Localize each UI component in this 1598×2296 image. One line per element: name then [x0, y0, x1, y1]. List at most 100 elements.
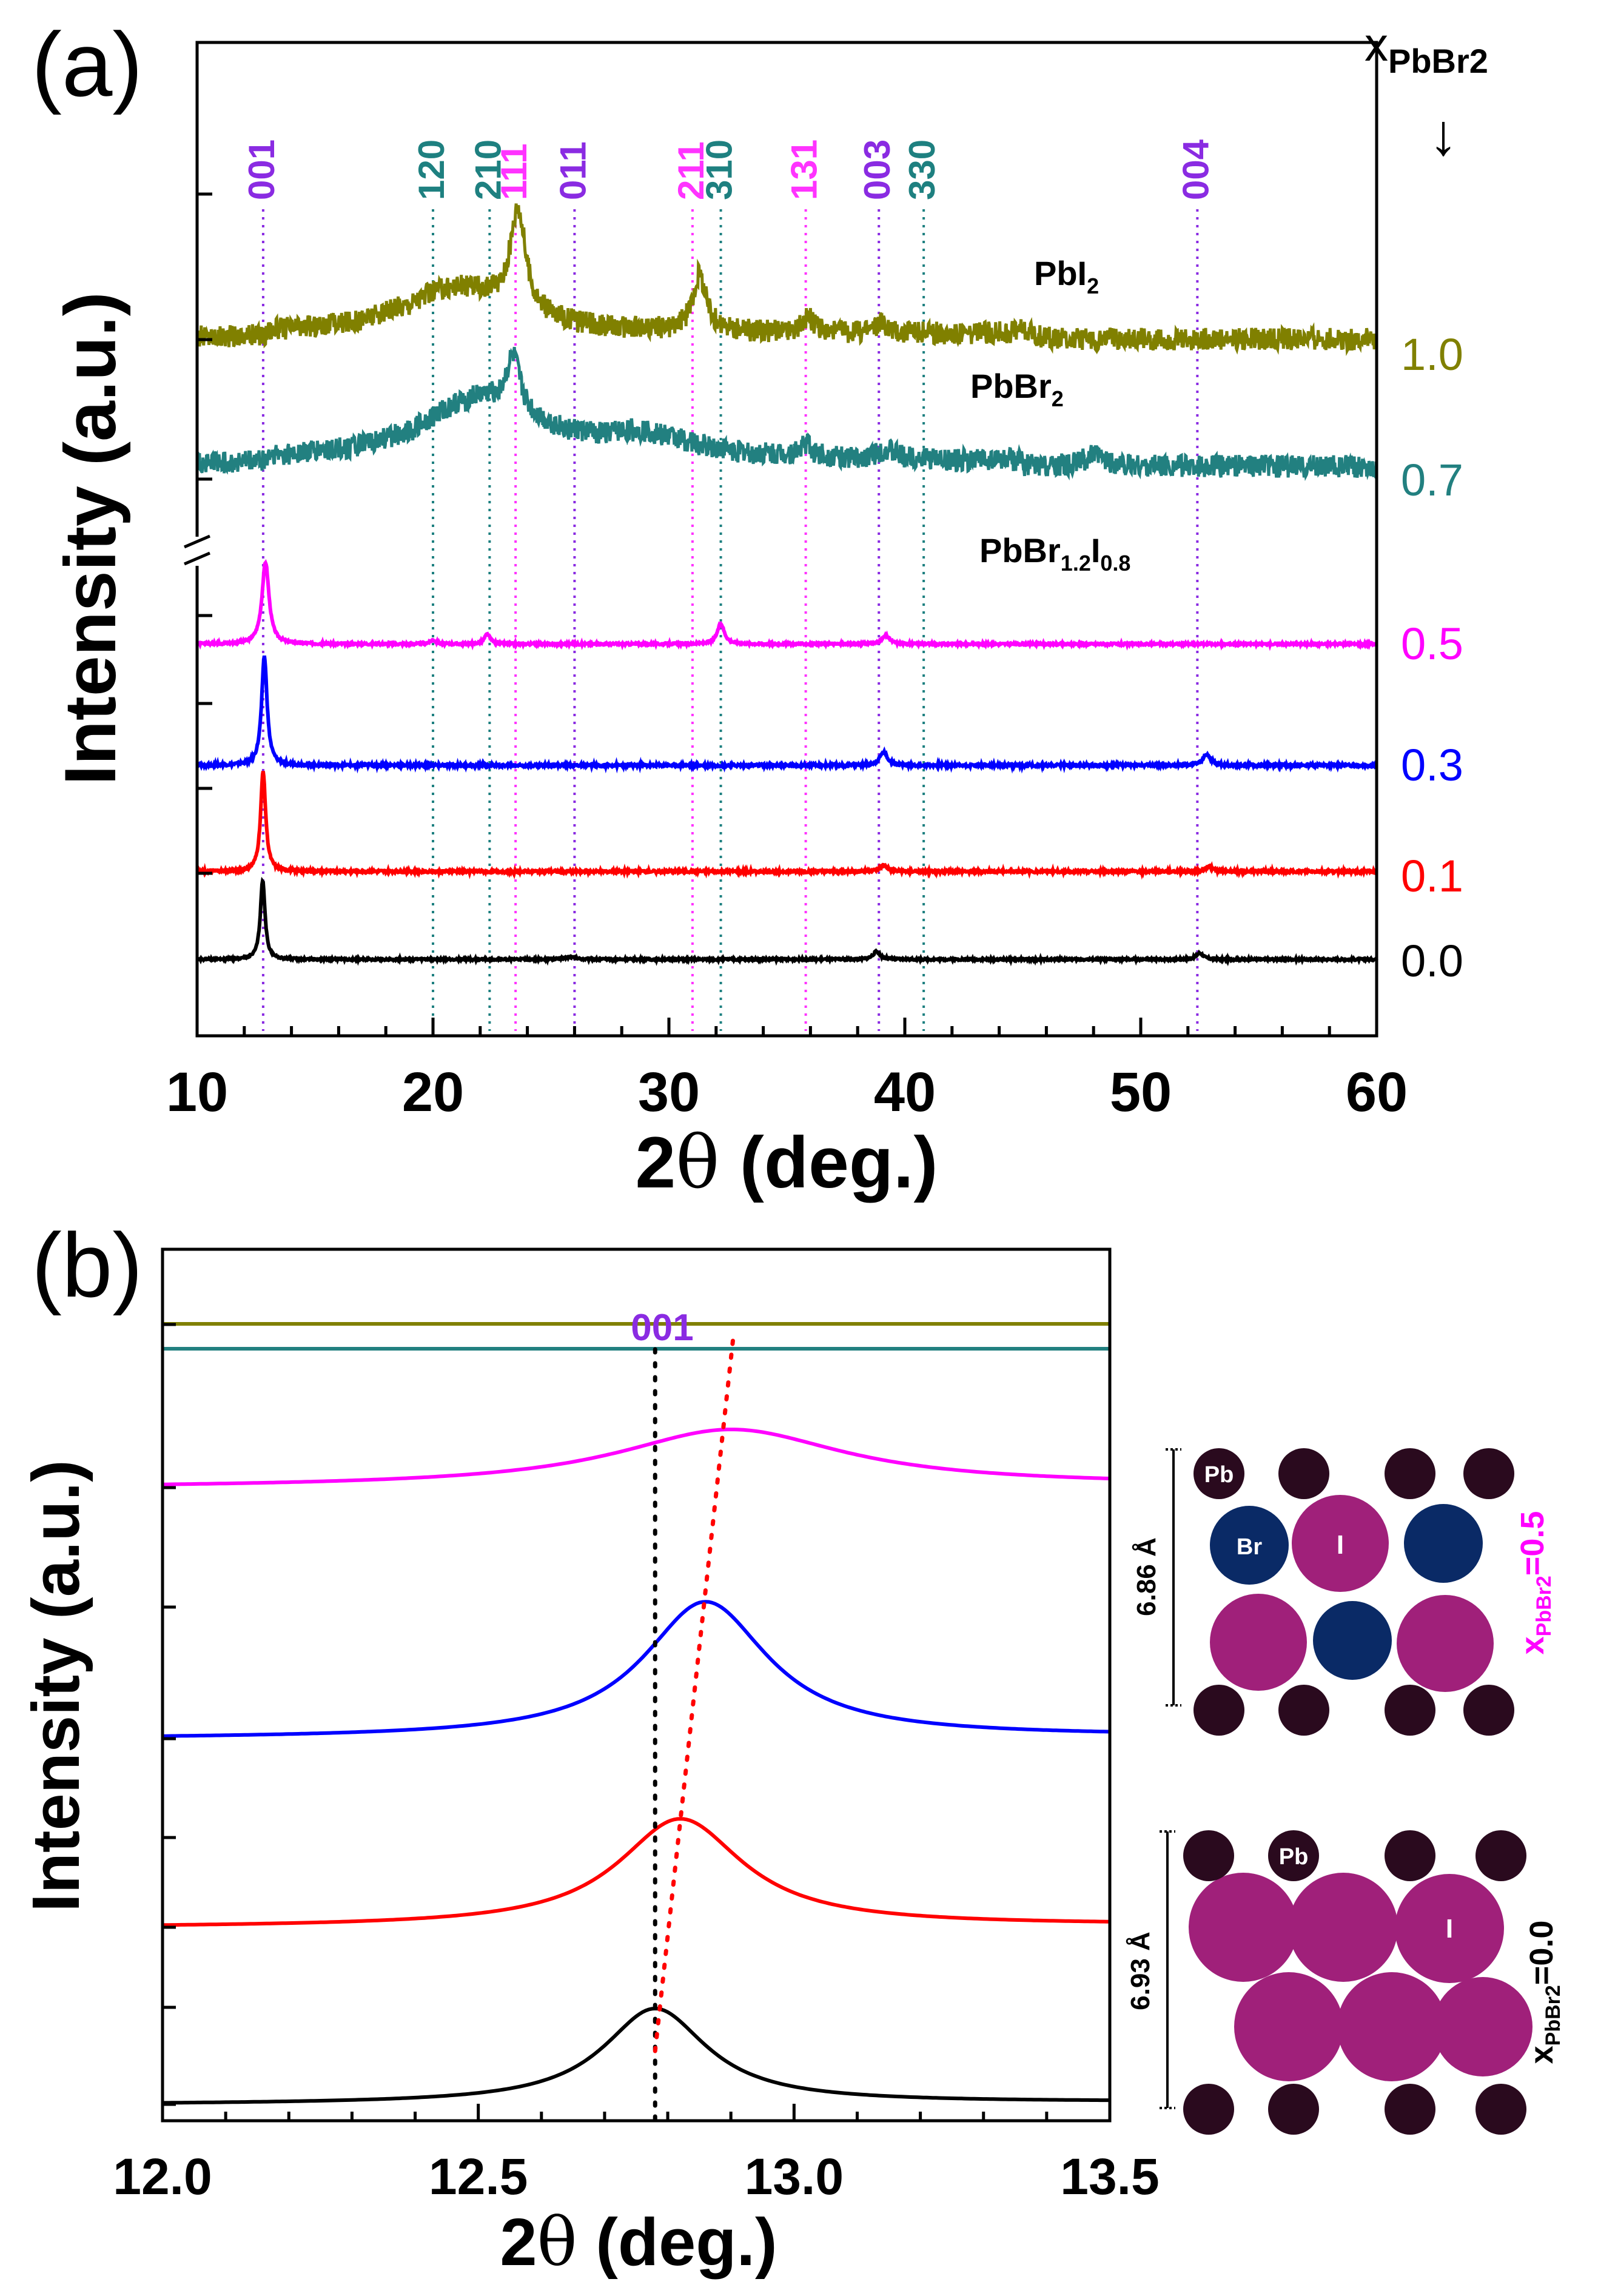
panel-b-y-axis-label: Intensity (a.u.) [19, 1460, 93, 1912]
pb-atom [1278, 1448, 1329, 1499]
pb-atom [1385, 1830, 1435, 1881]
hkl-label-004: 004 [1175, 139, 1216, 200]
structure-xpbbr2-0.5: 6.86 Å Pb Br I xPbBr2=0.5 [1132, 1448, 1556, 1736]
panel-b-xlabel-prefix: 2 [500, 2205, 537, 2280]
panel-a-xlabel-prefix: 2 [636, 1122, 676, 1203]
hkl-label-120: 120 [411, 139, 452, 200]
b-series-line-3 [163, 1600, 1110, 1738]
hkl-label-211: 211 [671, 141, 711, 200]
panel-b-peak-label: 001 [631, 1307, 693, 1349]
series-line-0.3 [195, 655, 1378, 774]
comp-bottom-base: x [1523, 2046, 1560, 2064]
series-label-0.1: 0.1 [1401, 851, 1463, 901]
peak-shift-trend-line [653, 1329, 736, 2053]
panel-b-xlabel-suffix: (deg.) [577, 2205, 777, 2280]
pb-atom [1385, 2084, 1435, 2135]
pb-atom [1193, 1448, 1244, 1499]
legend-mixed-sub2: 0.8 [1100, 551, 1130, 576]
spacing-label-top: 6.86 Å [1132, 1537, 1161, 1616]
pb-atom [1475, 1830, 1526, 1881]
x-tick-label: 50 [1110, 1061, 1172, 1123]
legend-mixed-sub1: 1.2 [1061, 551, 1091, 576]
legend-pbi2-base: PbI [1034, 254, 1087, 292]
panel-b-y-ticks [163, 1323, 176, 2106]
hkl-label-210: 210 [468, 139, 508, 200]
hkl-label-131: 131 [784, 139, 825, 200]
b-series-line-4 [162, 1817, 1110, 1927]
i-atom [1433, 1977, 1533, 2076]
panel-b-plot-frame [161, 1247, 1112, 2123]
i-atom [1292, 1495, 1389, 1592]
pb-atom [1183, 2084, 1234, 2135]
comp-top-val: =0.5 [1514, 1511, 1551, 1576]
hkl-label-111: 111 [494, 144, 534, 201]
b-x-tick-label: 12.0 [113, 2148, 212, 2205]
hkl-label-310: 310 [699, 139, 740, 200]
pb-atom [1385, 1448, 1435, 1499]
comp-top-sub: PbBr2 [1533, 1576, 1556, 1636]
series-line-0.0 [196, 876, 1378, 967]
panel-a-xlabel-suffix: (deg.) [720, 1122, 938, 1203]
composition-x-sub: PbBr2 [1388, 42, 1488, 80]
x-tick-label: 40 [874, 1061, 936, 1123]
pb-atom [1268, 2084, 1319, 2135]
hkl-label-330: 330 [902, 139, 942, 200]
i-atom [1189, 1873, 1298, 1982]
pb-atom [1278, 1685, 1329, 1736]
legend-mixed-base1: PbBr [979, 531, 1061, 569]
comp-top-base: x [1514, 1636, 1551, 1654]
i-atom [1337, 1972, 1446, 2081]
series-line-1.0 [195, 203, 1378, 357]
panel-b-guides [653, 1329, 736, 2123]
panel-a-axis-break [182, 534, 212, 566]
structure-xpbbr2-0.0: 6.93 Å Pb I xPbBr2=0.0 [1126, 1830, 1565, 2135]
legend-pbbr2: PbBr2 [970, 367, 1064, 411]
panel-a-reflection-lines [261, 209, 1199, 1031]
pb-label: Pb [1279, 1844, 1309, 1870]
series-label-0.3: 0.3 [1401, 740, 1463, 790]
x-tick-label: 20 [402, 1061, 464, 1123]
i-atom [1210, 1594, 1307, 1691]
legend-pbbr2-base: PbBr [970, 367, 1052, 405]
panel-a-label: (a) [32, 13, 143, 115]
i-atom [1234, 1972, 1343, 2081]
panel-a-composition-header: xPbBr2 [1365, 18, 1488, 80]
x-tick-label: 10 [166, 1061, 228, 1123]
b-series-line-2 [163, 1428, 1110, 1486]
series-label-1.0: 1.0 [1401, 329, 1463, 380]
composition-x-base: x [1365, 18, 1388, 71]
br-atom [1313, 1601, 1392, 1680]
b-series-line-5 [162, 2006, 1110, 2105]
i-atom [1397, 1595, 1494, 1692]
composition-label-top: xPbBr2=0.5 [1514, 1511, 1556, 1655]
pb-atom [1463, 1685, 1514, 1736]
panel-a-series [195, 203, 1378, 967]
panel-a-xlabel-theta: θ [676, 1121, 719, 1205]
hkl-label-001: 001 [241, 139, 282, 200]
panel-a-x-axis-label: 2θ (deg.) [636, 1121, 938, 1205]
hkl-label-003: 003 [857, 139, 898, 200]
series-line-0.7 [195, 346, 1378, 482]
br-label: Br [1237, 1534, 1262, 1560]
panel-b-x-axis-label: 2θ (deg.) [500, 2203, 777, 2281]
panel-b-label: (b) [32, 1214, 143, 1316]
br-atom [1210, 1506, 1289, 1585]
i-label: I [1446, 1914, 1453, 1944]
b-x-tick-label: 12.5 [429, 2148, 528, 2205]
legend-pbi2: PbI2 [1034, 254, 1099, 298]
pb-atom [1475, 2084, 1526, 2135]
pb-label: Pb [1204, 1462, 1234, 1488]
panel-b-series [162, 1322, 1110, 2105]
panel-a-x-ticks: 10 20 30 40 50 60 [166, 1018, 1408, 1123]
panel-b-x-ticks: 12.0 12.5 13.0 13.5 [113, 2104, 1160, 2205]
series-line-0.5 [196, 559, 1377, 651]
panel-a-series-labels: 1.0 0.7 0.5 0.3 0.1 0.0 [1401, 329, 1463, 986]
i-atom [1395, 1874, 1504, 1983]
b-x-tick-label: 13.5 [1060, 2148, 1160, 2205]
panel-a-y-axis-label: Intensity (a.u.) [50, 292, 131, 785]
composition-label-bottom: xPbBr2=0.0 [1523, 1921, 1565, 2064]
series-line-0.1 [195, 771, 1378, 880]
